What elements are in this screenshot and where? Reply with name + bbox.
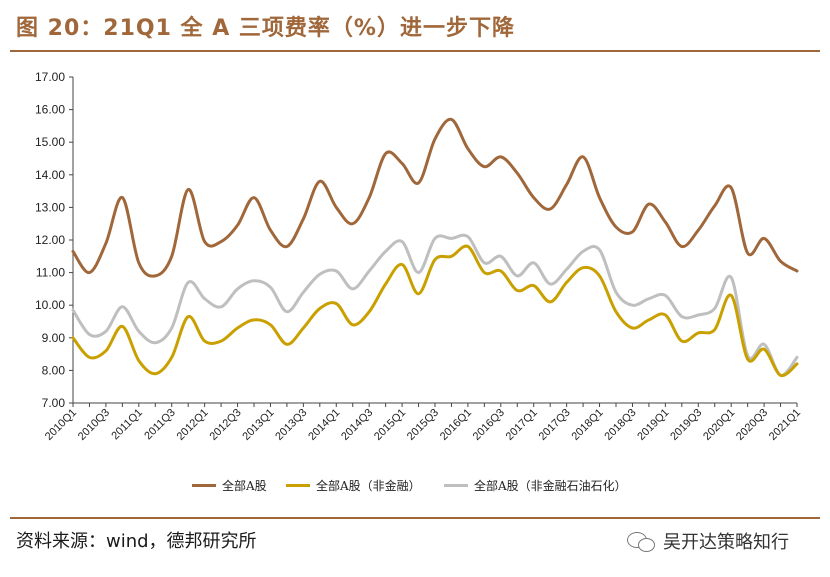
x-tick-label: 2014Q1 bbox=[306, 407, 342, 443]
wechat-icon bbox=[627, 530, 657, 552]
x-tick-label: 2011Q3 bbox=[142, 407, 178, 443]
series-line-nonfin-ex-petro bbox=[71, 233, 799, 377]
x-tick-label: 2020Q1 bbox=[701, 407, 737, 443]
x-tick-label: 2012Q1 bbox=[175, 407, 211, 443]
legend-swatch-nonfin-ex-petro bbox=[444, 484, 468, 487]
x-tick-label: 2016Q1 bbox=[438, 407, 474, 443]
y-tick-label: 14.00 bbox=[35, 168, 65, 182]
y-tick-label: 7.00 bbox=[42, 396, 66, 410]
legend-label-nonfin-ex-petro: 全部A股（非金融石油石化） bbox=[474, 479, 627, 493]
legend-swatch-all-a bbox=[192, 484, 216, 487]
legend: 全部A股 全部A股（非金融） 全部A股（非金融石油石化） bbox=[0, 477, 830, 497]
legend-label-all-a: 全部A股 bbox=[222, 479, 267, 493]
x-tick-label: 2016Q3 bbox=[471, 407, 507, 443]
x-tick-label: 2010Q1 bbox=[43, 407, 79, 443]
x-tick-label: 2019Q1 bbox=[635, 407, 671, 443]
y-tick-label: 13.00 bbox=[35, 200, 65, 214]
y-tick-label: 8.00 bbox=[42, 363, 66, 377]
y-tick-label: 10.00 bbox=[35, 298, 65, 312]
x-tick-label: 2014Q3 bbox=[339, 407, 375, 443]
source-note: 资料来源：wind，德邦研究所 bbox=[16, 531, 257, 552]
series-line-nonfin bbox=[71, 244, 799, 378]
y-tick-label: 12.00 bbox=[35, 233, 65, 247]
y-tick-label: 15.00 bbox=[35, 135, 65, 149]
legend-swatch-nonfin bbox=[286, 484, 310, 487]
x-tick-label: 2019Q3 bbox=[668, 407, 704, 443]
watermark: 吴开达策略知行 bbox=[627, 528, 789, 554]
title-divider bbox=[10, 50, 820, 52]
x-tick-label: 2012Q3 bbox=[207, 407, 243, 443]
x-tick-label: 2015Q3 bbox=[405, 407, 441, 443]
x-tick-label: 2010Q3 bbox=[76, 407, 112, 443]
x-tick-label: 2015Q1 bbox=[372, 407, 408, 443]
legend-item-nonfin-ex-petro: 全部A股（非金融石油石化） bbox=[444, 477, 627, 494]
y-tick-label: 16.00 bbox=[35, 103, 65, 117]
x-tick-label: 2017Q1 bbox=[504, 407, 540, 443]
y-tick-label: 17.00 bbox=[35, 70, 65, 84]
series-line-all-a bbox=[71, 117, 799, 278]
x-tick-label: 2011Q1 bbox=[109, 407, 145, 443]
x-tick-label: 2021Q1 bbox=[767, 407, 803, 443]
x-tick-label: 2017Q3 bbox=[537, 407, 573, 443]
y-tick-label: 9.00 bbox=[42, 331, 66, 345]
x-tick-label: 2018Q1 bbox=[569, 407, 605, 443]
legend-item-nonfin: 全部A股（非金融） bbox=[286, 477, 421, 494]
figure-title: 图 20：21Q1 全 A 三项费率（%）进一步下降 bbox=[16, 16, 515, 41]
footer-divider bbox=[10, 517, 820, 519]
x-tick-label: 2020Q3 bbox=[734, 407, 770, 443]
legend-label-nonfin: 全部A股（非金融） bbox=[316, 479, 421, 493]
y-tick-label: 11.00 bbox=[36, 266, 65, 280]
x-tick-label: 2013Q1 bbox=[240, 407, 276, 443]
x-tick-label: 2013Q3 bbox=[273, 407, 309, 443]
line-chart: 7.00 8.00 9.00 10.00 11.00 12.00 13.00 14.00 15.… bbox=[35, 70, 803, 443]
x-tick-label: 2018Q3 bbox=[602, 407, 638, 443]
legend-item-all-a: 全部A股 bbox=[192, 477, 267, 494]
watermark-text: 吴开达策略知行 bbox=[663, 532, 789, 553]
